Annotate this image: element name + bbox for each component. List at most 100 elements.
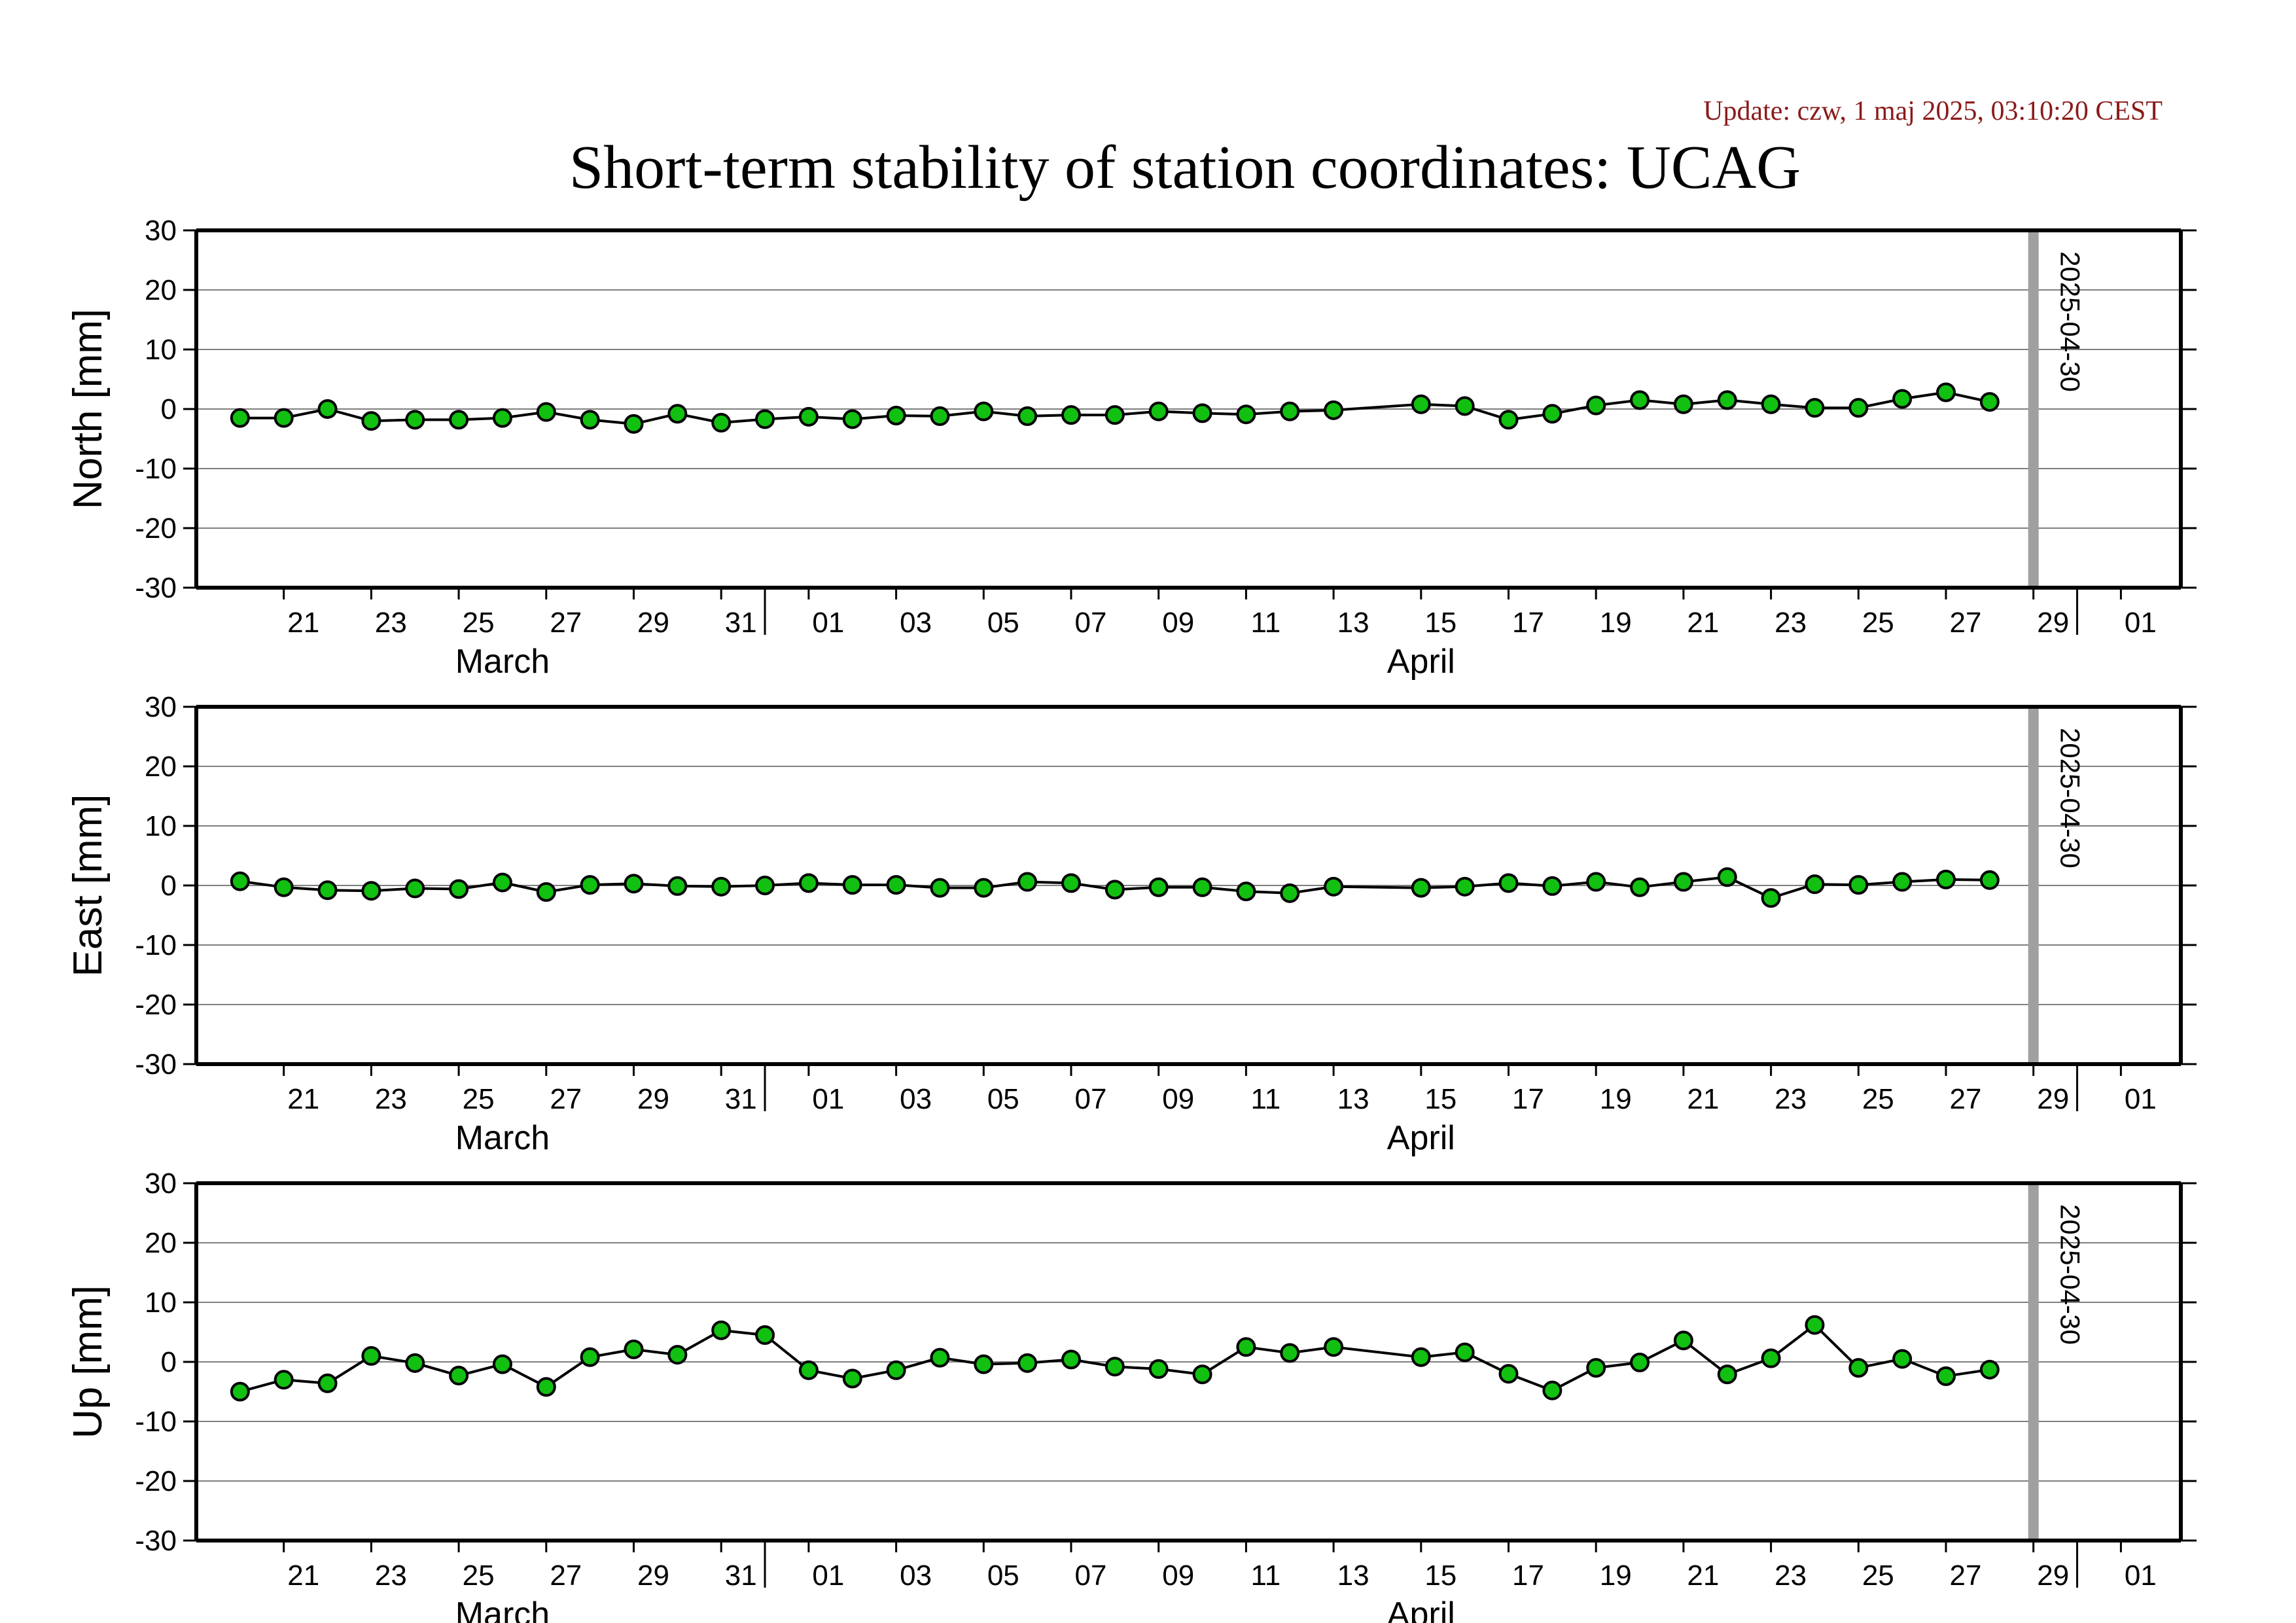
month-label: April — [1387, 1119, 1455, 1157]
data-point — [842, 409, 862, 429]
data-point — [624, 874, 644, 894]
data-point — [1848, 875, 1869, 895]
x-tick-label: 19 — [1600, 607, 1632, 639]
x-tick-label: 21 — [287, 607, 319, 639]
data-point — [930, 406, 950, 426]
data-point — [1892, 389, 1913, 409]
y-tick-label: 30 — [145, 691, 177, 723]
data-point — [361, 411, 381, 431]
data-point — [274, 1370, 294, 1390]
data-point — [1498, 410, 1519, 430]
data-point — [624, 414, 644, 434]
data-point — [1192, 1364, 1212, 1385]
y-tick-label: 30 — [145, 215, 177, 247]
data-point — [711, 1320, 732, 1340]
data-point — [536, 1377, 556, 1397]
data-point — [492, 1354, 512, 1374]
x-tick-label: 25 — [1862, 1560, 1894, 1592]
data-point — [1673, 1330, 1693, 1351]
x-tick-label: 11 — [1251, 607, 1281, 639]
data-point — [1236, 882, 1256, 902]
x-tick-label: 29 — [637, 607, 669, 639]
data-point — [230, 408, 250, 428]
x-tick-label: 21 — [1687, 1083, 1719, 1115]
x-tick-label: 21 — [287, 1560, 319, 1592]
data-point — [886, 406, 906, 426]
data-point — [1236, 1337, 1256, 1357]
x-tick-label: 21 — [1687, 607, 1719, 639]
x-tick-label: 23 — [375, 607, 407, 639]
current-day-bar — [2028, 707, 2039, 1064]
data-point — [1761, 394, 1781, 414]
data-point — [230, 1382, 250, 1402]
x-tick-label: 25 — [463, 1560, 495, 1592]
data-point — [1936, 1366, 1956, 1386]
data-point — [1892, 872, 1913, 892]
data-point — [1717, 867, 1737, 887]
x-tick-label: 01 — [812, 1560, 844, 1592]
x-tick-label: 29 — [637, 1083, 669, 1115]
data-point — [274, 408, 294, 428]
x-tick-label: 27 — [1950, 1083, 1982, 1115]
data-point — [1630, 390, 1650, 410]
x-tick-label: 19 — [1600, 1560, 1632, 1592]
current-day-label: 2025-04-30 — [2055, 251, 2086, 392]
data-point — [1936, 869, 1956, 889]
y-tick-label: 0 — [161, 393, 177, 425]
x-tick-label: 01 — [2125, 1083, 2157, 1115]
data-point — [974, 1354, 994, 1374]
x-tick-label: 09 — [1162, 607, 1194, 639]
y-tick-label: 0 — [161, 1346, 177, 1378]
y-axis-title: North [mm] — [65, 309, 111, 510]
data-point — [405, 410, 425, 430]
x-tick-label: 27 — [1950, 607, 1982, 639]
x-tick-label: 29 — [2037, 607, 2069, 639]
data-point — [1411, 394, 1431, 414]
data-point — [580, 410, 600, 430]
x-tick-label: 29 — [2037, 1083, 2069, 1115]
x-tick-label: 01 — [2125, 607, 2157, 639]
x-tick-label: 17 — [1512, 607, 1544, 639]
data-point — [667, 404, 688, 424]
data-point — [667, 876, 688, 896]
data-point — [1104, 1357, 1125, 1377]
x-tick-label: 27 — [550, 607, 582, 639]
current-day-bar — [2028, 1183, 2039, 1541]
data-point — [1673, 394, 1693, 414]
x-tick-label: 23 — [1775, 1560, 1807, 1592]
data-point — [1104, 880, 1125, 900]
x-tick-label: 09 — [1162, 1083, 1194, 1115]
x-tick-label: 03 — [900, 1083, 932, 1115]
data-point — [580, 1347, 600, 1367]
x-tick-label: 21 — [287, 1083, 319, 1115]
data-point — [1236, 404, 1256, 425]
x-tick-label: 11 — [1251, 1083, 1281, 1115]
data-point — [274, 877, 294, 897]
x-tick-label: 17 — [1512, 1560, 1544, 1592]
data-point — [361, 1346, 381, 1366]
x-tick-label: 29 — [637, 1560, 669, 1592]
x-tick-label: 05 — [987, 607, 1019, 639]
x-tick-label: 31 — [725, 1083, 757, 1115]
x-tick-label: 27 — [550, 1560, 582, 1592]
y-tick-label: -30 — [135, 1048, 177, 1080]
data-point — [1148, 877, 1169, 897]
data-point — [798, 873, 819, 893]
data-point — [1017, 872, 1038, 892]
data-point — [974, 878, 994, 898]
data-point — [1805, 1315, 1825, 1335]
data-point — [711, 876, 732, 897]
data-point — [1848, 1358, 1869, 1378]
y-tick-label: -10 — [135, 1406, 177, 1438]
data-point — [798, 1360, 819, 1380]
data-point — [1498, 873, 1519, 893]
data-point — [974, 401, 994, 421]
data-point — [1761, 1348, 1781, 1368]
data-point — [755, 409, 775, 429]
x-tick-label: 31 — [725, 1560, 757, 1592]
data-point — [1017, 406, 1038, 426]
y-tick-label: -20 — [135, 989, 177, 1021]
